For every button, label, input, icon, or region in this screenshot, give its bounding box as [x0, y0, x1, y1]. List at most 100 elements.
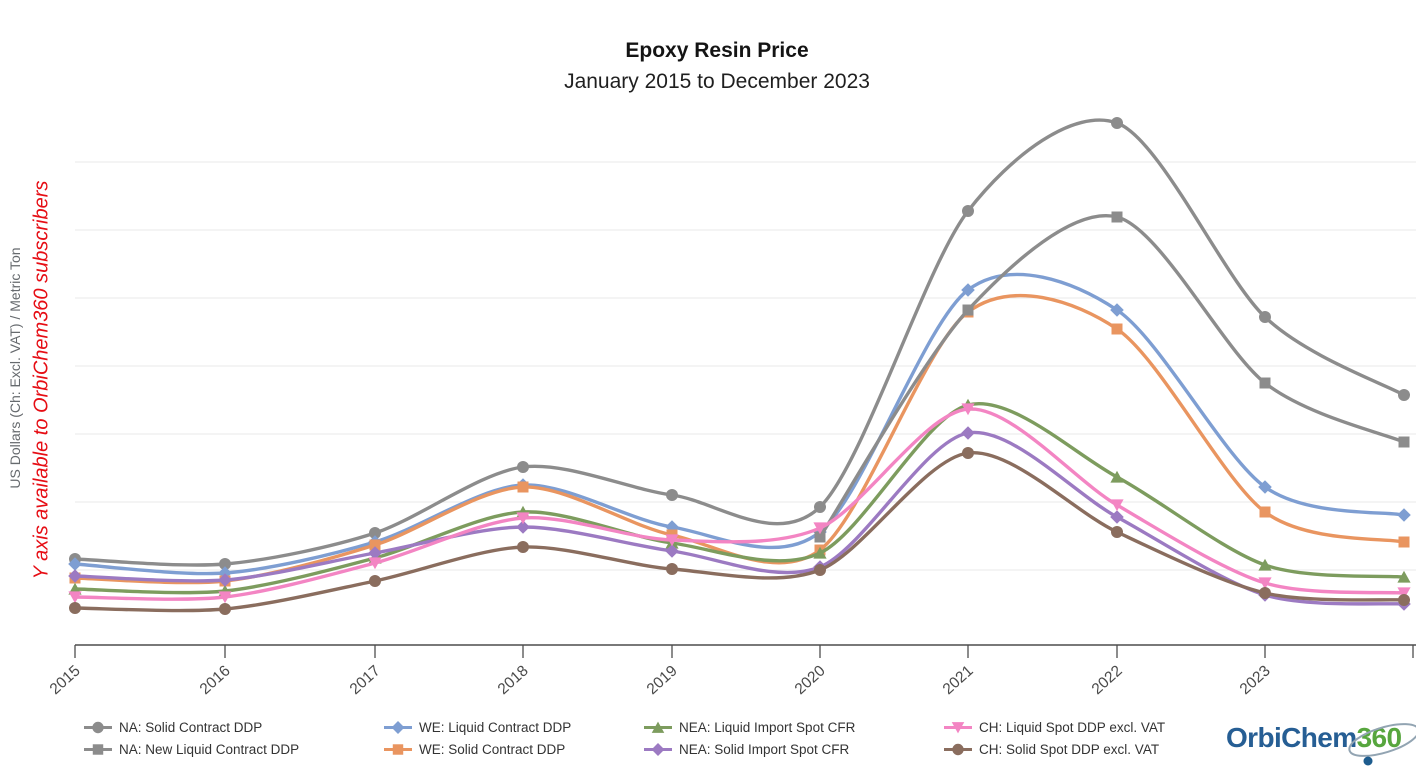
data-point-marker[interactable] [1258, 558, 1272, 571]
legend-item-label: CH: Solid Spot DDP excl. VAT [979, 742, 1160, 757]
data-point-marker[interactable] [1111, 323, 1123, 335]
data-point-marker[interactable] [392, 744, 404, 755]
series-line-nea-liquid-import-spot-cfr [73, 401, 1406, 595]
data-point-marker[interactable] [1398, 436, 1410, 448]
data-point-marker[interactable] [1111, 211, 1123, 223]
series-line-ch-liquid-spot-ddp-excl-vat [73, 407, 1406, 601]
data-point-marker[interactable] [391, 721, 405, 734]
legend-item-nea-solid-import-spot-cfr[interactable]: NEA: Solid Import Spot CFR [643, 739, 943, 760]
data-point-marker[interactable] [1258, 480, 1272, 494]
data-point-marker[interactable] [951, 722, 965, 734]
data-point-marker[interactable] [1259, 377, 1271, 389]
data-point-marker[interactable] [952, 743, 964, 756]
x-tick-label: 2015 [47, 662, 84, 698]
data-point-marker[interactable] [651, 743, 665, 756]
legend-item-nea-liquid-import-spot-cfr[interactable]: NEA: Liquid Import Spot CFR [643, 717, 943, 738]
data-point-marker[interactable] [666, 489, 678, 501]
data-point-marker[interactable] [368, 557, 382, 570]
legend-marker-icon [944, 743, 972, 756]
data-point-marker[interactable] [962, 205, 974, 217]
data-point-marker[interactable] [961, 403, 975, 416]
series-line-we-solid-contract-ddp [73, 293, 1406, 585]
data-point-marker[interactable] [813, 546, 827, 559]
data-point-marker[interactable] [517, 461, 529, 473]
legend-item-label: WE: Liquid Contract DDP [419, 720, 572, 735]
legend-marker-icon [84, 721, 112, 734]
logo-text: OrbiChem360 [1226, 722, 1402, 754]
data-point-marker[interactable] [665, 520, 679, 534]
data-point-marker[interactable] [68, 591, 82, 604]
data-point-marker[interactable] [68, 557, 82, 571]
data-point-marker[interactable] [1111, 117, 1123, 129]
data-point-marker[interactable] [666, 563, 678, 575]
legend-marker-icon [384, 744, 412, 755]
data-point-marker[interactable] [962, 447, 974, 459]
x-tick-label: 2023 [1237, 662, 1274, 698]
data-point-marker[interactable] [1258, 577, 1272, 590]
series-line-na-solid-contract-ddp [73, 118, 1406, 567]
logo-text-orbichem: OrbiChem [1226, 722, 1357, 753]
data-point-marker[interactable] [814, 531, 826, 543]
data-point-marker[interactable] [218, 573, 232, 587]
data-point-marker[interactable] [68, 569, 82, 583]
data-point-marker[interactable] [1397, 570, 1411, 583]
data-point-marker[interactable] [1398, 536, 1410, 548]
data-point-marker[interactable] [1259, 311, 1271, 323]
data-point-marker[interactable] [962, 304, 974, 316]
data-point-marker[interactable] [219, 558, 231, 570]
data-point-marker[interactable] [1110, 510, 1124, 524]
series-ch-liquid-spot-ddp-excl-vat [68, 403, 1411, 604]
data-point-marker[interactable] [665, 544, 679, 558]
legend-item-na-new-liquid-contract-ddp[interactable]: NA: New Liquid Contract DDP [83, 739, 383, 760]
data-point-marker[interactable] [665, 534, 679, 547]
legend-marker-icon [384, 721, 412, 734]
series-line-ch-solid-spot-ddp-excl-vat [73, 451, 1406, 613]
data-point-marker[interactable] [1110, 470, 1124, 483]
data-point-marker[interactable] [814, 564, 826, 576]
data-point-marker[interactable] [1259, 587, 1271, 599]
data-point-marker[interactable] [651, 721, 665, 733]
data-point-marker[interactable] [218, 591, 232, 604]
data-point-marker[interactable] [516, 520, 530, 534]
data-point-marker[interactable] [219, 603, 231, 615]
legend: NA: Solid Contract DDP WE: Liquid Contrac… [83, 717, 1224, 760]
data-point-marker[interactable] [1398, 594, 1410, 606]
data-point-marker[interactable] [218, 566, 232, 580]
data-point-marker[interactable] [814, 501, 826, 513]
data-point-marker[interactable] [517, 541, 529, 553]
data-point-marker[interactable] [369, 575, 381, 587]
data-point-marker[interactable] [1110, 499, 1124, 512]
data-point-marker[interactable] [1259, 506, 1271, 518]
data-point-marker[interactable] [368, 546, 382, 560]
data-point-marker[interactable] [961, 283, 975, 297]
legend-item-ch-liquid-spot-ddp-excl-vat[interactable]: CH: Liquid Spot DDP excl. VAT [943, 717, 1224, 738]
series-line-na-new-liquid-contract-ddp [818, 214, 1406, 539]
x-tick-label: 2022 [1089, 662, 1126, 698]
data-point-marker[interactable] [1398, 389, 1410, 401]
legend-marker-icon [644, 721, 672, 733]
legend-marker-icon [644, 743, 672, 756]
data-point-marker[interactable] [961, 426, 975, 440]
legend-item-we-solid-contract-ddp[interactable]: WE: Solid Contract DDP [383, 739, 643, 760]
data-point-marker[interactable] [517, 481, 529, 493]
data-point-marker[interactable] [516, 512, 530, 525]
data-point-marker[interactable] [1111, 526, 1123, 538]
data-point-marker[interactable] [813, 522, 827, 535]
x-tick-label: 2019 [644, 662, 681, 698]
data-point-marker[interactable] [369, 527, 381, 539]
legend-item-label: NA: New Liquid Contract DDP [119, 742, 300, 757]
data-point-marker[interactable] [92, 721, 104, 734]
legend-item-we-liquid-contract-ddp[interactable]: WE: Liquid Contract DDP [383, 717, 643, 738]
series-na-solid-contract-ddp [69, 117, 1410, 570]
legend-item-ch-solid-spot-ddp-excl-vat[interactable]: CH: Solid Spot DDP excl. VAT [943, 739, 1224, 760]
page-title: Epoxy Resin Price [625, 39, 809, 62]
data-point-marker[interactable] [369, 539, 381, 551]
legend-item-label: NEA: Solid Import Spot CFR [679, 742, 850, 757]
data-point-marker[interactable] [69, 602, 81, 614]
legend-item-label: WE: Solid Contract DDP [419, 742, 566, 757]
data-point-marker[interactable] [92, 744, 104, 755]
data-point-marker[interactable] [1397, 508, 1411, 522]
data-point-marker[interactable] [1397, 587, 1411, 600]
legend-item-na-solid-contract-ddp[interactable]: NA: Solid Contract DDP [83, 717, 383, 738]
data-point-marker[interactable] [1110, 303, 1124, 317]
